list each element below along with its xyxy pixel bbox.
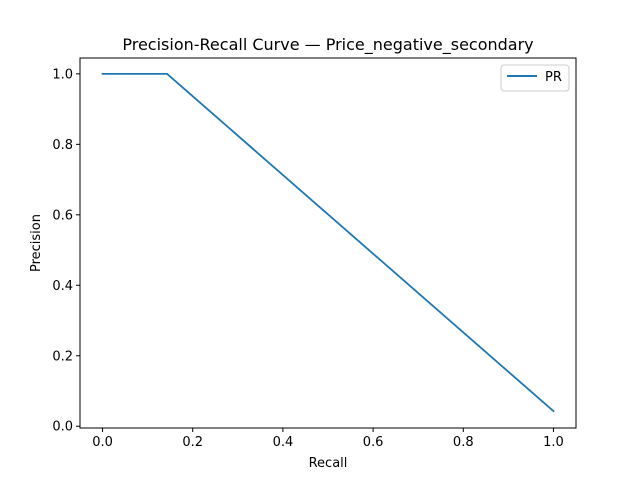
legend-box [500,64,570,92]
x-tick-label: 0.0 [92,435,113,450]
x-tick-label: 0.2 [182,435,203,450]
x-tick-label: 0.4 [273,435,294,450]
x-tick-label: 1.0 [543,435,564,450]
series-layer [101,72,555,413]
y-tick-label: 0.8 [52,138,73,153]
chart-title: Precision-Recall Curve — Price_negative_… [122,35,533,55]
x-axis-label: Recall [309,456,348,471]
legend: PR [500,64,570,92]
plot-frame [79,57,577,429]
y-axis-label: Precision [29,214,44,272]
y-tick-label: 1.0 [52,67,73,82]
x-tick-label: 0.8 [453,435,474,450]
y-tick-label: 0.0 [52,420,73,435]
plot-area: 0.0 0.2 0.4 0.6 0.8 1.0 0.0 0.2 0.4 0.6 0.8 1.0 [52,57,577,450]
y-tick-label: 0.6 [52,208,73,223]
legend-label-pr: PR [545,70,562,85]
y-tick-label: 0.4 [52,279,73,294]
x-tick-label: 0.6 [363,435,384,450]
y-tick-label: 0.2 [52,349,73,364]
y-ticks: 0.0 0.2 0.4 0.6 0.8 1.0 [52,67,80,435]
x-ticks: 0.0 0.2 0.4 0.6 0.8 1.0 [92,428,564,450]
pr-curve-line [101,72,555,413]
